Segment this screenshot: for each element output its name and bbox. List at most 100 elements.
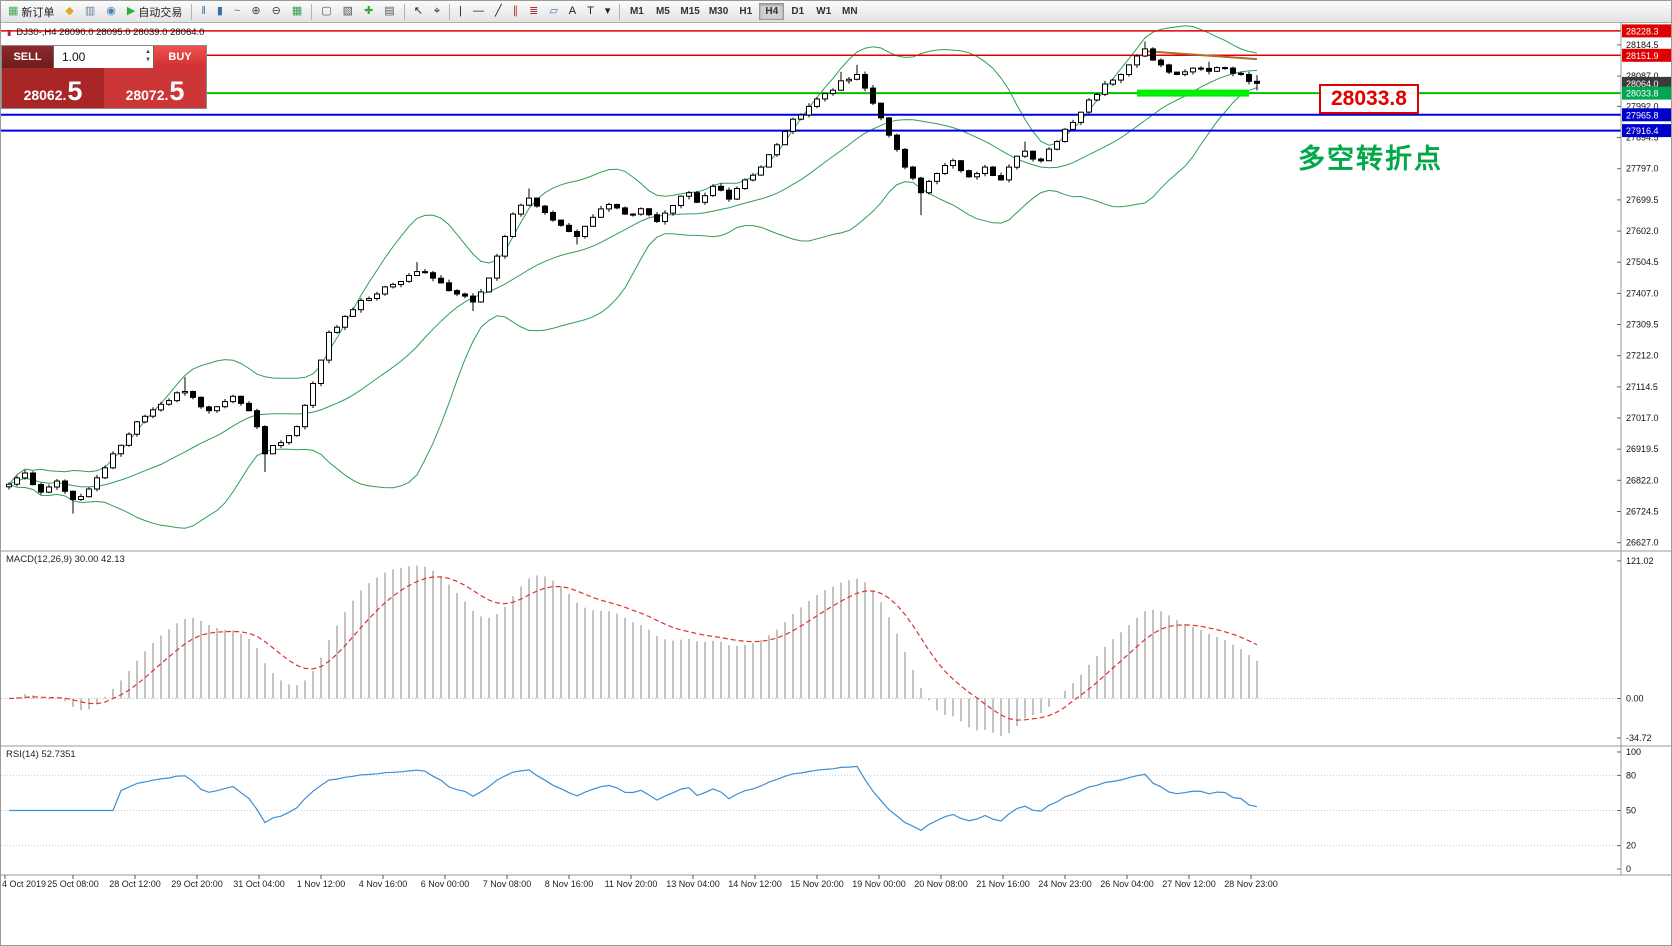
templates-icon[interactable]: ▤ — [379, 3, 399, 21]
horizontal-price-lines[interactable] — [1, 30, 1621, 132]
line-chart-mode-icon[interactable]: ~ — [229, 3, 245, 21]
data-window-icon[interactable]: ▥ — [80, 3, 100, 21]
svg-text:24 Nov 23:00: 24 Nov 23:00 — [1038, 879, 1092, 889]
timeframe-mn[interactable]: MN — [837, 3, 862, 20]
svg-text:27699.5: 27699.5 — [1626, 195, 1659, 205]
chart-symbol-icon: ▮ — [7, 28, 12, 37]
svg-text:20: 20 — [1626, 841, 1636, 851]
time-axis[interactable]: 4 Oct 2019 25 Oct 08:00 28 Oct 12:00 29 Oct… — [2, 875, 1278, 889]
line-chart-mode-icon: ~ — [233, 5, 241, 17]
timeframe-d1[interactable]: D1 — [785, 3, 810, 20]
svg-text:21 Nov 16:00: 21 Nov 16:00 — [976, 879, 1030, 889]
grid-icon[interactable]: ▦ — [287, 3, 307, 21]
sell-price-big-digit: 5 — [67, 76, 83, 107]
svg-text:26822.0: 26822.0 — [1626, 475, 1659, 485]
svg-text:26919.5: 26919.5 — [1626, 444, 1659, 454]
svg-text:27114.5: 27114.5 — [1626, 382, 1658, 392]
channel-icon[interactable]: ∥ — [508, 3, 524, 21]
svg-text:27407.0: 27407.0 — [1626, 288, 1659, 298]
volume-spinner[interactable]: ▲ ▼ — [145, 48, 151, 65]
toolbar-separator — [191, 3, 193, 20]
svg-text:19 Nov 00:00: 19 Nov 00:00 — [852, 879, 906, 889]
market-watch-icon: ◆ — [65, 5, 74, 17]
navigator-icon[interactable]: ◉ — [101, 3, 121, 21]
svg-text:27504.5: 27504.5 — [1626, 257, 1659, 267]
macd-signal-line — [8, 576, 1258, 721]
candlestick-mode-icon[interactable]: ▮ — [212, 3, 228, 21]
volume-field[interactable]: 1.00 ▲ ▼ — [54, 46, 154, 68]
volume-up-icon[interactable]: ▲ — [145, 49, 151, 55]
buy-button[interactable]: BUY — [154, 46, 206, 68]
sell-price[interactable]: 28062. 5 — [2, 68, 104, 108]
trendline-icon[interactable]: ╱ — [490, 3, 507, 21]
svg-text:80: 80 — [1626, 770, 1636, 780]
zoom-in-icon[interactable]: ⊕ — [246, 3, 265, 21]
new-order-button[interactable]: ▦ 新订单 — [3, 3, 59, 21]
svg-text:28184.5: 28184.5 — [1626, 40, 1659, 50]
vertical-line-icon[interactable]: | — [454, 3, 467, 21]
trade-widget-prices: 28062. 5 28072. 5 — [2, 68, 206, 108]
autotrading-button[interactable]: ▶ 自动交易 — [122, 3, 187, 21]
support-highlight-segment[interactable] — [1137, 89, 1249, 97]
symbol-ohlc-text: DJ30-,H4 28090.0 28095.0 28039.0 28064.0 — [16, 27, 205, 38]
volume-value: 1.00 — [62, 50, 86, 64]
svg-text:28064.0: 28064.0 — [1626, 79, 1659, 89]
svg-text:8 Nov 16:00: 8 Nov 16:00 — [545, 879, 594, 889]
symbol-ohlc-header: ▮ DJ30-,H4 28090.0 28095.0 28039.0 28064… — [7, 27, 204, 38]
svg-text:-34.72: -34.72 — [1626, 733, 1652, 743]
bar-chart-mode-icon[interactable]: ‖ — [196, 3, 211, 21]
tile-windows-icon[interactable]: ▢ — [316, 3, 336, 21]
toolbar-separator — [311, 3, 313, 20]
svg-text:0.00: 0.00 — [1626, 694, 1644, 704]
volume-down-icon[interactable]: ▼ — [145, 57, 151, 64]
cursor-icon[interactable]: ↖ — [409, 3, 428, 21]
market-watch-icon[interactable]: ◆ — [60, 3, 78, 21]
timeframe-m15[interactable]: M15 — [676, 3, 703, 20]
svg-text:13 Nov 04:00: 13 Nov 04:00 — [666, 879, 720, 889]
svg-text:100: 100 — [1626, 747, 1641, 757]
bar-chart-mode-icon: ‖ — [201, 5, 206, 17]
zoom-out-icon[interactable]: ⊖ — [267, 3, 286, 21]
price-callout: 28033.8 — [1319, 84, 1419, 114]
timeframe-m1[interactable]: M1 — [624, 3, 649, 20]
shapes-icon[interactable]: ▱ — [544, 3, 562, 21]
sell-button[interactable]: SELL — [2, 46, 54, 68]
cascade-windows-icon[interactable]: ▧ — [338, 3, 358, 21]
svg-text:27894.5: 27894.5 — [1626, 133, 1659, 143]
svg-text:26 Nov 04:00: 26 Nov 04:00 — [1100, 879, 1154, 889]
text-label-icon[interactable]: T — [582, 3, 599, 21]
svg-text:27309.5: 27309.5 — [1626, 320, 1659, 330]
indicators-icon[interactable]: ✚ — [359, 3, 378, 21]
timeframe-h4[interactable]: H4 — [759, 3, 785, 20]
buy-price-main: 28072. — [125, 86, 169, 103]
svg-text:28228.3: 28228.3 — [1626, 26, 1659, 36]
horizontal-line-icon[interactable]: — — [468, 3, 489, 21]
macd-indicator-label: MACD(12,26,9) 30.00 42.13 — [6, 554, 125, 565]
rsi-panel[interactable]: 100 80 50 20 0 — [1, 747, 1641, 874]
text-icon[interactable]: A — [564, 3, 581, 21]
svg-text:7 Nov 08:00: 7 Nov 08:00 — [483, 879, 532, 889]
arrows-tool-icon[interactable]: ▾ — [600, 3, 616, 21]
timeframe-m30[interactable]: M30 — [705, 3, 732, 20]
candlestick-mode-icon: ▮ — [216, 5, 223, 17]
svg-text:27992.0: 27992.0 — [1626, 101, 1659, 111]
chart-area[interactable]: 28184.5 28087.0 27992.0 27894.5 27797.0 27699… — [1, 23, 1672, 946]
svg-text:11 Nov 20:00: 11 Nov 20:00 — [605, 879, 658, 889]
timeframe-w1[interactable]: W1 — [811, 3, 836, 20]
svg-text:28087.0: 28087.0 — [1626, 71, 1659, 81]
candlestick-series — [6, 41, 1260, 514]
svg-text:28151.9: 28151.9 — [1626, 51, 1659, 61]
timeframe-h1[interactable]: H1 — [733, 3, 758, 20]
autotrading-button-icon: ▶ — [126, 5, 136, 17]
crosshair-icon[interactable]: ⌖ — [429, 3, 445, 21]
buy-price[interactable]: 28072. 5 — [104, 68, 206, 108]
price-axis[interactable]: 28184.5 28087.0 27992.0 27894.5 27797.0 27699… — [1617, 24, 1671, 548]
chart-canvas[interactable]: 28184.5 28087.0 27992.0 27894.5 27797.0 27699… — [1, 23, 1672, 946]
svg-text:28 Oct 12:00: 28 Oct 12:00 — [109, 879, 161, 889]
timeframe-m5[interactable]: M5 — [650, 3, 675, 20]
trend-segment[interactable] — [1144, 50, 1258, 61]
svg-text:27916.4: 27916.4 — [1626, 126, 1659, 136]
data-window-icon: ▥ — [84, 5, 96, 17]
fibonacci-icon[interactable]: ≣ — [524, 3, 543, 21]
macd-panel[interactable]: 121.02 0.00 -34.72 — [1, 556, 1654, 743]
